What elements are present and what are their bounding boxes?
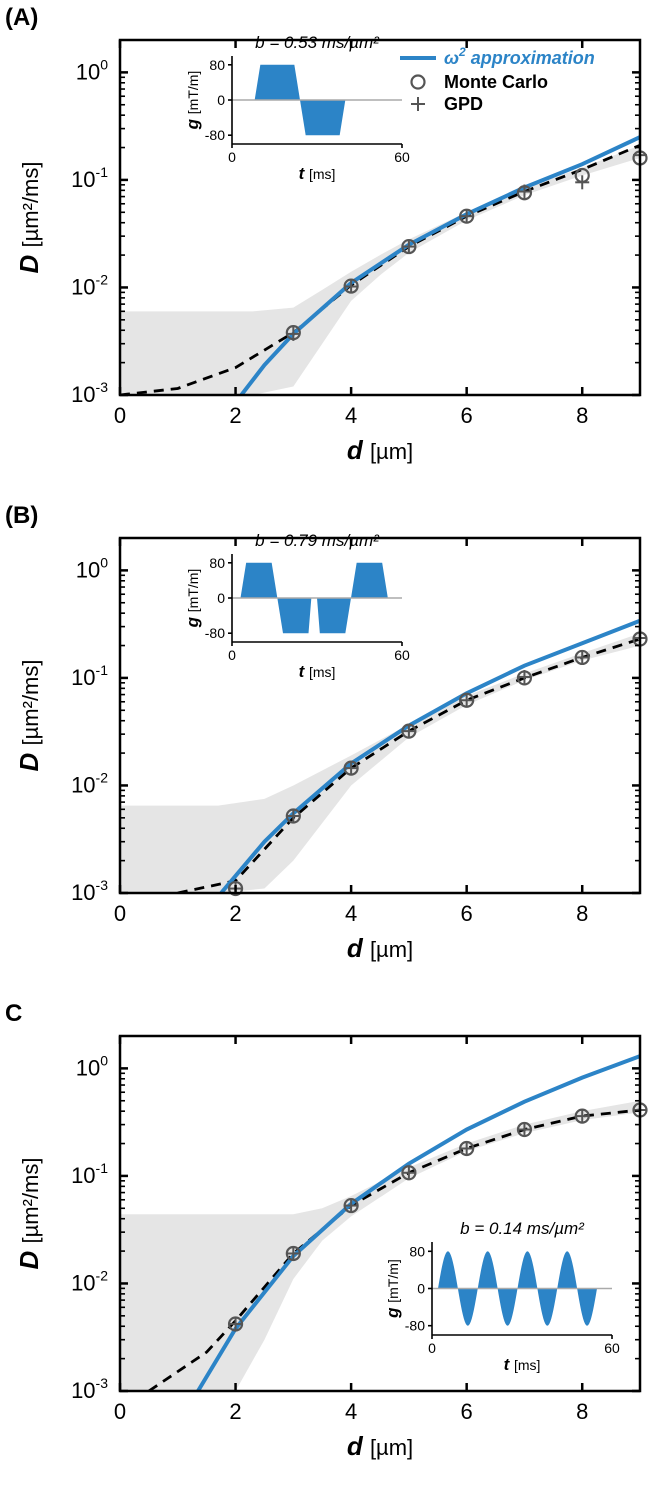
x-tick-label: 0 [114, 901, 126, 926]
x-axis-label: d [µm] [347, 435, 413, 465]
inset: b = 0.14 ms/µm²-80080060g [mT/m]t [ms] [383, 1219, 620, 1374]
inset: b = 0.53 ms/µm²-80080060g [mT/m]t [ms] [183, 33, 410, 183]
legend-label-mc: Monte Carlo [444, 72, 548, 92]
inset-xlabel: t [ms] [299, 662, 336, 681]
panel-label: (B) [5, 502, 38, 529]
inset-xtick: 0 [428, 1340, 436, 1356]
x-tick-label: 4 [345, 403, 357, 428]
inset-ytick: 80 [409, 1243, 425, 1259]
panel-label: (A) [5, 4, 38, 31]
y-tick-label: 10-3 [71, 1375, 108, 1403]
inset-xlabel: t [ms] [299, 164, 336, 183]
x-tick-label: 8 [576, 901, 588, 926]
inset-ytick: 0 [217, 92, 225, 108]
inset-ytick: 0 [217, 590, 225, 606]
panel-panel_B: 0 2 4 6 8 10-3 10-2 10-1 100 d [µm] D [µm²/ms] (B) b… [5, 502, 647, 963]
y-tick-label: 10-1 [71, 1160, 108, 1188]
y-tick-label: 10-3 [71, 379, 108, 407]
y-tick-label: 100 [76, 554, 108, 582]
uncertainty-shade [120, 145, 640, 395]
inset-ylabel: g [mT/m] [183, 569, 202, 629]
uncertainty-shade [120, 633, 640, 893]
legend-label-gpd: GPD [444, 94, 483, 114]
figure-root: 0 2 4 6 8 10-3 10-2 10-1 100 d [µm] D [µm²/ms] (A) b… [0, 0, 665, 1494]
x-tick-label: 0 [114, 403, 126, 428]
x-tick-label: 2 [229, 901, 241, 926]
x-axis-label: d [µm] [347, 933, 413, 963]
y-axis-label: D [µm²/ms] [14, 162, 44, 274]
x-tick-label: 4 [345, 901, 357, 926]
inset-b-text: b = 0.53 ms/µm² [255, 33, 380, 52]
inset-ylabel: g [mT/m] [383, 1259, 402, 1319]
inset-xlabel: t [ms] [504, 1355, 541, 1374]
inset-ytick: 80 [209, 555, 225, 571]
x-tick-label: 2 [229, 1399, 241, 1424]
panel-label: C [5, 1000, 22, 1027]
y-tick-label: 10-2 [71, 271, 108, 299]
x-tick-label: 6 [461, 901, 473, 926]
y-tick-label: 10-1 [71, 662, 108, 690]
y-tick-label: 10-2 [71, 1267, 108, 1295]
figure-svg: 0 2 4 6 8 10-3 10-2 10-1 100 d [µm] D [µm²/ms] (A) b… [0, 0, 665, 1494]
x-tick-label: 8 [576, 403, 588, 428]
panel-panel_A: 0 2 4 6 8 10-3 10-2 10-1 100 d [µm] D [µm²/ms] (A) b… [5, 4, 647, 465]
x-tick-label: 4 [345, 1399, 357, 1424]
inset-xtick: 60 [394, 647, 410, 663]
y-axis-label: D [µm²/ms] [14, 1158, 44, 1270]
inset-ytick: -80 [405, 1318, 425, 1334]
inset-ytick: -80 [205, 625, 225, 641]
y-tick-label: 10-3 [71, 877, 108, 905]
legend-circle [412, 76, 425, 89]
inset-xtick: 60 [394, 149, 410, 165]
y-tick-label: 10-1 [71, 164, 108, 192]
y-tick-label: 100 [76, 56, 108, 84]
legend-label-omega2: ω2 approximation [444, 45, 595, 68]
inset-b-text: b = 0.79 ms/µm² [255, 531, 380, 550]
x-tick-label: 6 [461, 403, 473, 428]
x-axis-label: d [µm] [347, 1431, 413, 1461]
uncertainty-shade [120, 1101, 640, 1391]
inset-ylabel: g [mT/m] [183, 71, 202, 131]
y-tick-label: 10-2 [71, 769, 108, 797]
panel-panel_C: 0 2 4 6 8 10-3 10-2 10-1 100 d [µm] D [µm²/ms] Cb =… [5, 1000, 647, 1461]
x-tick-label: 0 [114, 1399, 126, 1424]
x-tick-label: 8 [576, 1399, 588, 1424]
x-tick-label: 6 [461, 1399, 473, 1424]
y-tick-label: 100 [76, 1052, 108, 1080]
x-tick-label: 2 [229, 403, 241, 428]
inset-xtick: 0 [228, 149, 236, 165]
inset: b = 0.79 ms/µm²-80080060g [mT/m]t [ms] [183, 531, 410, 681]
inset-xtick: 0 [228, 647, 236, 663]
inset-b-text: b = 0.14 ms/µm² [460, 1219, 585, 1238]
inset-ytick: 0 [417, 1281, 425, 1297]
y-axis-label: D [µm²/ms] [14, 660, 44, 772]
inset-ytick: -80 [205, 127, 225, 143]
inset-xtick: 60 [604, 1340, 620, 1356]
inset-ytick: 80 [209, 57, 225, 73]
